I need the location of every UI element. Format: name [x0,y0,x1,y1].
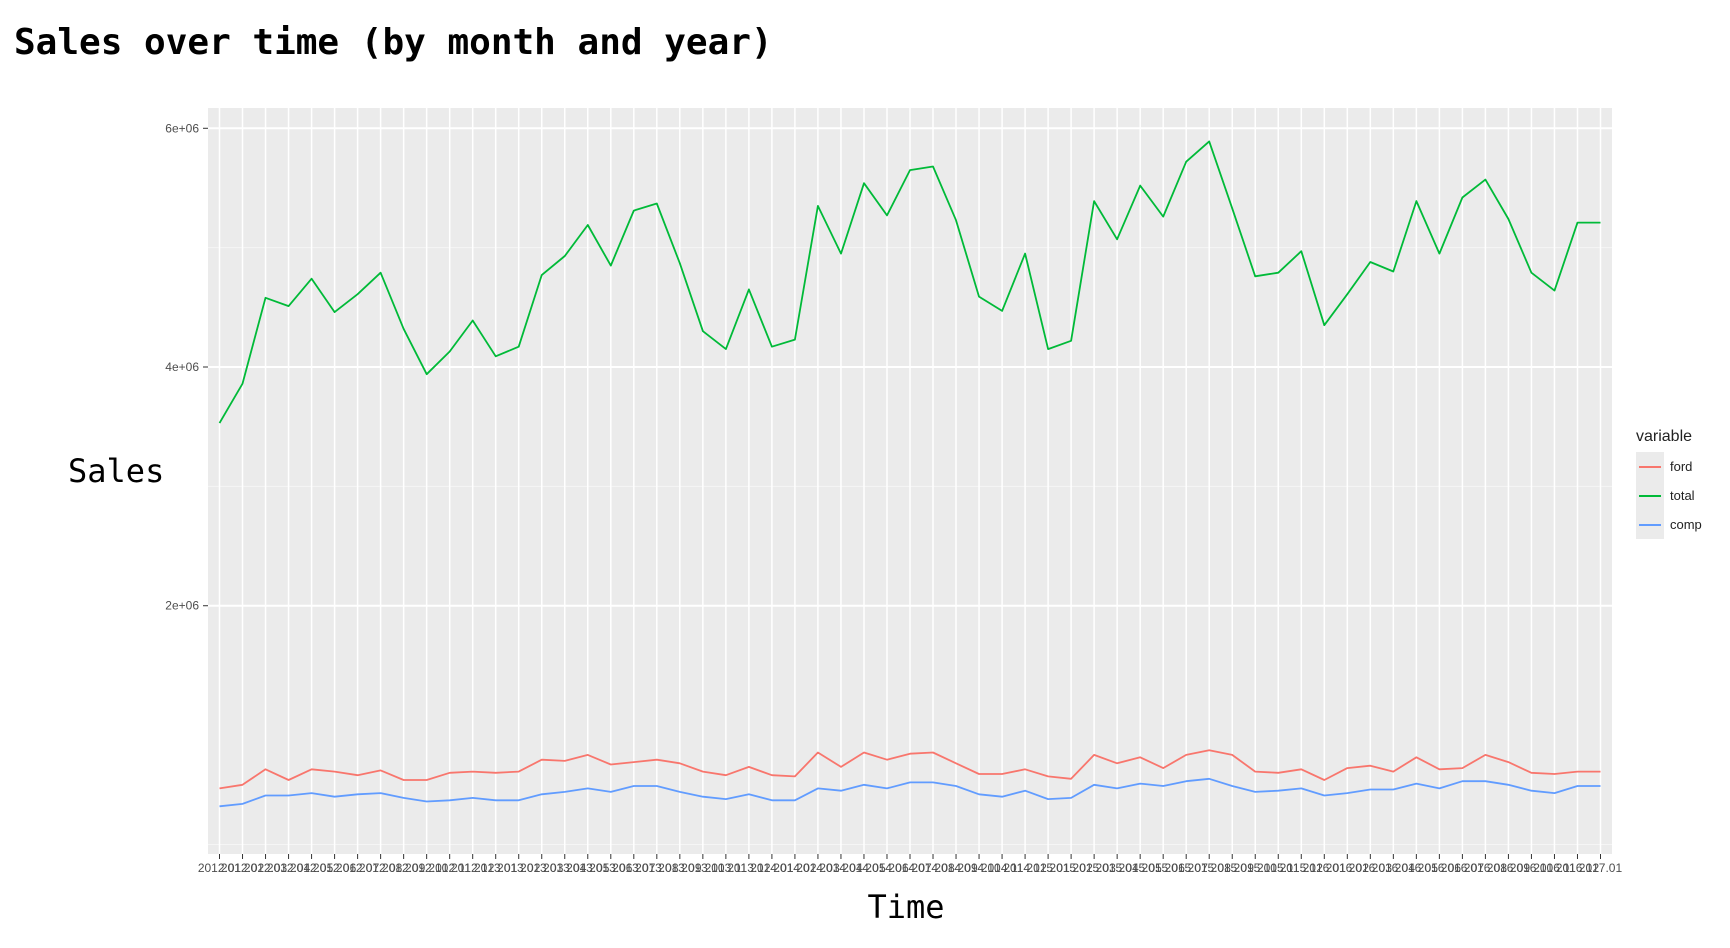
legend: variable ford total comp [1636,428,1702,539]
x-tick-label: 2016.05 [1395,861,1439,875]
x-tick-label: 2012.03 [244,861,288,875]
x-tick-label: 2016.08 [1464,861,1508,875]
x-tick-label: 2016.02 [1326,861,1370,875]
x-tick-label: 2015.10 [1234,861,1278,875]
x-tick-label: 2012.09 [382,861,426,875]
x-tick-label: 2014.06 [865,861,909,875]
x-tick-label: 2014.08 [911,861,955,875]
x-tick-label: 2016.09 [1487,861,1531,875]
legend-item-comp: comp [1636,510,1702,539]
series-line-ford [219,749,1601,790]
x-tick-label: 2014.03 [796,861,840,875]
x-tick-label: 2014.05 [842,861,886,875]
x-tick-label: 2013.07 [612,861,656,875]
x-tick-label: 2012.01 [198,861,242,875]
legend-item-ford: ford [1636,452,1702,481]
x-tick-label: 2012.02 [221,861,265,875]
x-tick-label: 2015.04 [1095,861,1139,875]
x-tick-label: 2015.06 [1141,861,1185,875]
x-tick-label: 2014.09 [934,861,978,875]
x-tick-label: 2016.10 [1510,861,1554,875]
x-tick-label: 2013.12 [727,861,771,875]
x-tick-label: 2013.05 [566,861,610,875]
x-tick-label: 2015.05 [1118,861,1162,875]
legend-title: variable [1636,428,1693,445]
legend-items: ford total comp [1636,452,1702,539]
x-tick-label: 2012.11 [428,861,471,875]
x-tick-label: 2016.11 [1533,861,1576,875]
y-tick-label: 6e+06 [165,121,199,135]
x-tick-label: 2014.01 [750,861,794,875]
legend-label: total [1670,488,1695,503]
x-tick-label: 2014.04 [819,861,863,875]
x-tick-label: 2012.04 [267,861,311,875]
x-axis-label: Time [867,888,945,926]
x-tick-label: 2012.12 [451,861,495,875]
x-tick-label: 2015.03 [1072,861,1116,875]
x-tick-label: 2015.02 [1049,861,1093,875]
x-tick-label: 2016.12 [1556,861,1600,875]
y-tick-label: 2e+06 [165,599,199,613]
legend-item-total: total [1636,481,1702,510]
x-tick-label: 2015.01 [1026,861,1070,875]
series-line-comp [219,777,1601,808]
x-tick-label: 2012.08 [359,861,403,875]
legend-key [1636,452,1664,481]
legend-key [1636,510,1664,539]
x-tick-label: 2012.06 [313,861,357,875]
x-tick-label: 2014.10 [957,861,1001,875]
legend-key [1636,481,1664,510]
x-tick-label: 2014.02 [773,861,817,875]
legend-label: ford [1670,459,1693,474]
grid-lines [208,108,1612,854]
x-tick-label: 2016.03 [1349,861,1393,875]
x-tick-label: 2013.08 [635,861,679,875]
chart-title: Sales over time (by month and year) [14,22,773,63]
x-tick-label: 2013.09 [658,861,702,875]
x-tick-label: 2013.06 [589,861,633,875]
x-tick-label: 2015.08 [1188,861,1232,875]
x-tick-label: 2013.03 [520,861,564,875]
x-tick-label: 2015.11 [1257,861,1300,875]
series-lines [218,140,1601,808]
x-tick-label: 2016.06 [1418,861,1462,875]
x-tick-label: 2016.07 [1441,861,1485,875]
x-tick-label: 2014.12 [1003,861,1047,875]
x-tick-label: 2014.07 [888,861,932,875]
x-tick-label: 2016.01 [1303,861,1347,875]
x-tick-label: 2017.01 [1579,861,1623,875]
x-tick-label: 2013.01 [474,861,518,875]
x-tick-label: 2013.10 [681,861,725,875]
x-tick-label: 2012.05 [290,861,334,875]
x-axis-ticks: 2012.012012.022012.032012.042012.052012.… [198,854,1623,875]
series-line-total [218,140,1601,424]
y-tick-label: 4e+06 [165,360,199,374]
legend-label: comp [1670,517,1702,532]
x-tick-label: 2015.12 [1280,861,1324,875]
x-tick-label: 2016.04 [1372,861,1416,875]
y-axis-ticks: 2e+06 4e+06 6e+06 [165,121,208,613]
x-tick-label: 2012.07 [336,861,380,875]
y-axis-label: Sales [68,452,165,490]
x-tick-label: 2015.09 [1211,861,1255,875]
x-tick-label: 2012.10 [405,861,449,875]
x-tick-label: 2013.02 [497,861,541,875]
x-tick-label: 2013.04 [543,861,587,875]
x-tick-label: 2014.11 [981,861,1024,875]
x-tick-label: 2013.11 [705,861,748,875]
x-tick-label: 2015.07 [1165,861,1209,875]
